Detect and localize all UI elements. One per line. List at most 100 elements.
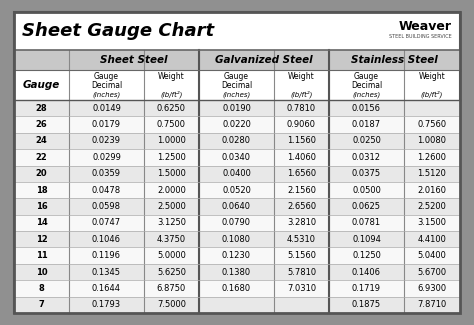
Text: 7.8710: 7.8710 xyxy=(418,300,447,309)
Text: Decimal: Decimal xyxy=(351,81,382,90)
Text: 1.2600: 1.2600 xyxy=(418,153,447,162)
Text: 0.1094: 0.1094 xyxy=(352,235,381,244)
Bar xyxy=(14,215,460,231)
Text: STEEL BUILDING SERVICE: STEEL BUILDING SERVICE xyxy=(389,33,452,38)
Text: 1.4060: 1.4060 xyxy=(287,153,316,162)
Text: 0.0500: 0.0500 xyxy=(352,186,381,195)
Text: 0.1644: 0.1644 xyxy=(92,284,121,293)
Text: 0.0598: 0.0598 xyxy=(92,202,121,211)
Text: 0.0625: 0.0625 xyxy=(352,202,381,211)
Bar xyxy=(14,297,460,313)
Text: 4.4100: 4.4100 xyxy=(418,235,447,244)
Text: 0.9060: 0.9060 xyxy=(287,120,316,129)
Text: 5.0400: 5.0400 xyxy=(418,251,447,260)
Text: 3.1250: 3.1250 xyxy=(157,218,186,227)
Text: 1.0000: 1.0000 xyxy=(157,136,186,146)
Text: 5.6700: 5.6700 xyxy=(418,267,447,277)
Text: 24: 24 xyxy=(36,136,47,146)
Text: 22: 22 xyxy=(36,153,47,162)
Text: 10: 10 xyxy=(36,267,47,277)
Text: 0.1380: 0.1380 xyxy=(222,267,251,277)
Bar xyxy=(14,100,460,116)
Text: 0.0280: 0.0280 xyxy=(222,136,251,146)
Text: Gauge: Gauge xyxy=(23,80,60,90)
Text: 1.5120: 1.5120 xyxy=(418,169,447,178)
Text: (inches): (inches) xyxy=(92,91,120,98)
Text: 0.1680: 0.1680 xyxy=(222,284,251,293)
Text: Weight: Weight xyxy=(158,72,185,81)
Text: 0.1345: 0.1345 xyxy=(92,267,121,277)
Text: 16: 16 xyxy=(36,202,47,211)
Text: 5.6250: 5.6250 xyxy=(157,267,186,277)
Text: Stainless Steel: Stainless Steel xyxy=(351,55,438,65)
Bar xyxy=(14,182,460,198)
Text: 12: 12 xyxy=(36,235,47,244)
Text: 8: 8 xyxy=(38,284,45,293)
Text: 3.2810: 3.2810 xyxy=(287,218,316,227)
Text: Gauge: Gauge xyxy=(224,72,249,81)
Text: Weight: Weight xyxy=(288,72,315,81)
Text: 2.5000: 2.5000 xyxy=(157,202,186,211)
Bar xyxy=(14,165,460,182)
Text: 28: 28 xyxy=(36,104,47,113)
Text: 2.0160: 2.0160 xyxy=(418,186,447,195)
Text: Decimal: Decimal xyxy=(221,81,252,90)
Text: 2.0000: 2.0000 xyxy=(157,186,186,195)
Text: 0.1196: 0.1196 xyxy=(92,251,121,260)
Text: 7.0310: 7.0310 xyxy=(287,284,316,293)
Text: 1.6560: 1.6560 xyxy=(287,169,316,178)
Text: 0.1406: 0.1406 xyxy=(352,267,381,277)
Text: Weight: Weight xyxy=(419,72,446,81)
Bar xyxy=(14,133,460,149)
Text: 14: 14 xyxy=(36,218,47,227)
Text: 0.0220: 0.0220 xyxy=(222,120,251,129)
Text: 2.1560: 2.1560 xyxy=(287,186,316,195)
Text: 0.1719: 0.1719 xyxy=(352,284,381,293)
Text: 0.0747: 0.0747 xyxy=(92,218,121,227)
Text: 7: 7 xyxy=(38,300,45,309)
Text: Sheet Steel: Sheet Steel xyxy=(100,55,168,65)
Text: 1.1560: 1.1560 xyxy=(287,136,316,146)
Text: 4.5310: 4.5310 xyxy=(287,235,316,244)
Bar xyxy=(14,50,460,70)
Text: 0.1080: 0.1080 xyxy=(222,235,251,244)
Text: (lb/ft²): (lb/ft²) xyxy=(290,91,313,98)
Text: 0.1230: 0.1230 xyxy=(222,251,251,260)
Text: Sheet Gauge Chart: Sheet Gauge Chart xyxy=(22,22,214,40)
Text: 0.0790: 0.0790 xyxy=(222,218,251,227)
Text: 0.0250: 0.0250 xyxy=(352,136,381,146)
Text: 5.1560: 5.1560 xyxy=(287,251,316,260)
Text: 6.8750: 6.8750 xyxy=(157,284,186,293)
Text: 26: 26 xyxy=(36,120,47,129)
Text: 0.0312: 0.0312 xyxy=(352,153,381,162)
Text: Gauge: Gauge xyxy=(354,72,379,81)
Text: 0.1875: 0.1875 xyxy=(352,300,381,309)
Text: Gauge: Gauge xyxy=(94,72,119,81)
Text: 0.0299: 0.0299 xyxy=(92,153,121,162)
Text: 0.1046: 0.1046 xyxy=(92,235,121,244)
Text: Weaver: Weaver xyxy=(399,20,452,33)
Text: 0.0375: 0.0375 xyxy=(352,169,381,178)
Text: 11: 11 xyxy=(36,251,47,260)
Text: 0.0149: 0.0149 xyxy=(92,104,121,113)
Bar xyxy=(14,198,460,215)
Text: 0.0640: 0.0640 xyxy=(222,202,251,211)
Text: 4.3750: 4.3750 xyxy=(157,235,186,244)
Text: 0.1250: 0.1250 xyxy=(352,251,381,260)
Text: 0.0400: 0.0400 xyxy=(222,169,251,178)
Text: 3.1500: 3.1500 xyxy=(418,218,447,227)
Text: 0.7560: 0.7560 xyxy=(418,120,447,129)
Text: 0.0239: 0.0239 xyxy=(92,136,121,146)
Text: 1.2500: 1.2500 xyxy=(157,153,186,162)
Text: 0.7500: 0.7500 xyxy=(157,120,186,129)
Text: 5.0000: 5.0000 xyxy=(157,251,186,260)
Text: 0.7810: 0.7810 xyxy=(287,104,316,113)
Text: Galvanized Steel: Galvanized Steel xyxy=(215,55,313,65)
Text: 6.9300: 6.9300 xyxy=(418,284,447,293)
Text: 0.0190: 0.0190 xyxy=(222,104,251,113)
Text: 18: 18 xyxy=(36,186,47,195)
Bar xyxy=(14,231,460,247)
Text: (lb/ft²): (lb/ft²) xyxy=(421,91,443,98)
Text: 2.5200: 2.5200 xyxy=(418,202,447,211)
Text: 0.0781: 0.0781 xyxy=(352,218,381,227)
